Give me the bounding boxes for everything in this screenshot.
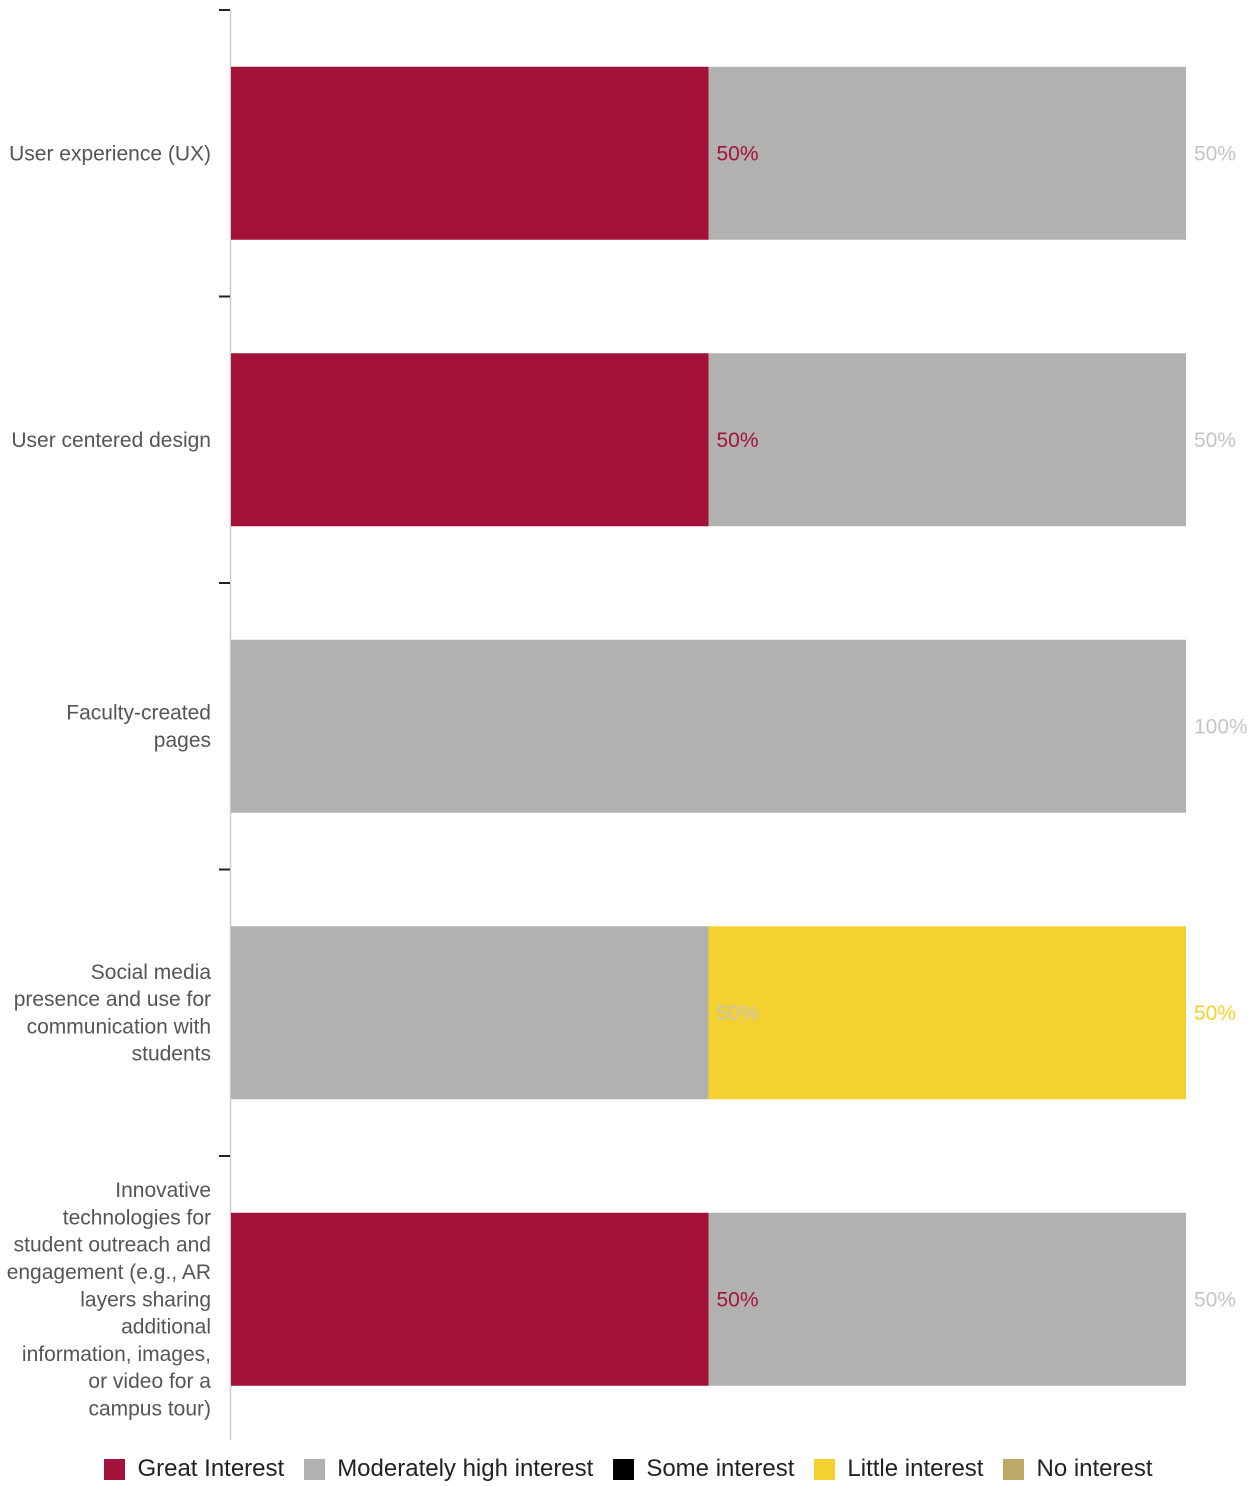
- data-label-great-interest-5: 50%: [717, 1288, 759, 1311]
- data-label-moderately-high-interest-3: 100%: [1194, 715, 1248, 738]
- data-label-great-interest-2: 50%: [717, 429, 759, 452]
- category-label-line: Social media: [91, 961, 212, 984]
- legend-label: Little interest: [847, 1455, 984, 1482]
- data-label-moderately-high-interest-1: 50%: [1194, 142, 1236, 165]
- bar-great-interest-5: [231, 1212, 709, 1386]
- category-label-line: layers sharing: [80, 1288, 211, 1311]
- bar-moderately-high-interest-5: [708, 1212, 1186, 1386]
- category-label-3: Faculty-created pages: [66, 702, 211, 752]
- legend-swatch: [304, 1458, 326, 1480]
- data-label-moderately-high-interest-2: 50%: [1194, 429, 1236, 452]
- category-label-4: Social media presence and use for communic…: [14, 961, 212, 1066]
- category-label-line: User experience (UX): [9, 142, 211, 165]
- legend-label: No interest: [1036, 1455, 1153, 1482]
- stacked-bar-chart: 50% 50% User experience (UX) 50% 50% User cen…: [7, 9, 1248, 1440]
- category-label-line: student outreach and: [14, 1234, 211, 1257]
- bar-great-interest-1: [231, 66, 709, 240]
- chart-legend: Great Interest Moderately high interest So…: [0, 1452, 1257, 1486]
- category-label-line: students: [132, 1043, 211, 1066]
- category-label-2: User centered design: [11, 429, 211, 452]
- category-label-line: communication with: [27, 1015, 211, 1038]
- legend-label: Some interest: [646, 1455, 795, 1482]
- data-label-little-interest-4: 50%: [1194, 1002, 1236, 1025]
- category-label-line: technologies for: [63, 1206, 211, 1229]
- category-label-line: Faculty-created: [66, 702, 211, 725]
- bar-moderately-high-interest-4: [231, 926, 709, 1100]
- legend-item-little-interest: Little interest: [814, 1455, 983, 1483]
- category-label-line: engagement (e.g., AR: [7, 1261, 211, 1284]
- legend-item-moderately-high-interest: Moderately high interest: [304, 1455, 593, 1483]
- legend-swatch: [613, 1458, 635, 1480]
- category-label-1: User experience (UX): [9, 142, 211, 165]
- legend-label: Great Interest: [137, 1455, 285, 1482]
- legend-item-great-interest: Great Interest: [104, 1455, 284, 1483]
- category-label-5: Innovative technologies for student outrea…: [7, 1179, 212, 1420]
- data-label-moderately-high-interest-4: 50%: [717, 1002, 759, 1025]
- legend-swatch: [814, 1458, 836, 1480]
- category-label-line: information, images,: [22, 1343, 211, 1366]
- category-label-line: User centered design: [11, 429, 211, 452]
- legend-item-some-interest: Some interest: [613, 1455, 794, 1483]
- bar-moderately-high-interest-3: [231, 639, 1186, 813]
- category-label-line: campus tour): [88, 1397, 211, 1420]
- category-label-line: additional: [121, 1316, 211, 1339]
- data-label-moderately-high-interest-5: 50%: [1194, 1288, 1236, 1311]
- category-label-line: presence and use for: [14, 988, 211, 1011]
- data-label-great-interest-1: 50%: [717, 142, 759, 165]
- category-label-line: or video for a: [88, 1370, 211, 1393]
- bar-great-interest-2: [231, 353, 709, 527]
- legend-swatch: [1003, 1458, 1025, 1480]
- legend-swatch: [104, 1458, 126, 1480]
- legend-item-no-interest: No interest: [1003, 1455, 1153, 1483]
- bar-little-interest-4: [708, 926, 1186, 1100]
- legend-label: Moderately high interest: [337, 1455, 594, 1482]
- bar-moderately-high-interest-2: [708, 353, 1186, 527]
- category-label-line: Innovative: [115, 1179, 211, 1202]
- bar-moderately-high-interest-1: [708, 66, 1186, 240]
- category-label-line: pages: [154, 729, 211, 752]
